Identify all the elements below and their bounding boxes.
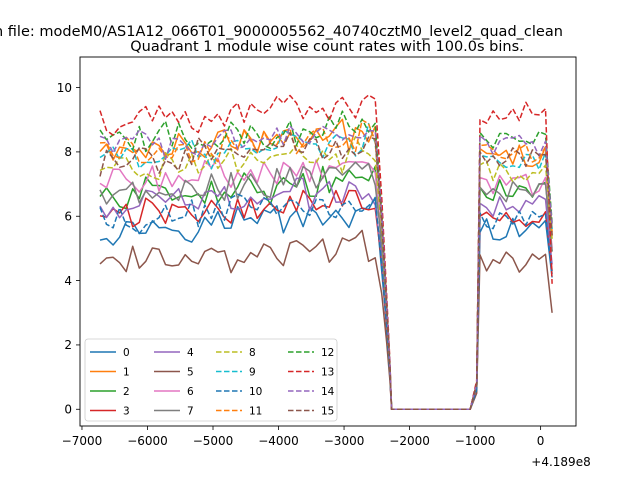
axes-frame [79, 56, 577, 427]
y-axis: 0 2 4 6 8 10 [57, 81, 80, 417]
y-tick-label: 4 [64, 274, 72, 288]
legend-label-2: 2 [123, 386, 130, 398]
legend-label-13: 13 [321, 366, 334, 378]
legend-label-11: 11 [249, 405, 262, 417]
legend-label-7: 7 [187, 405, 194, 417]
x-tick-label: −5000 [193, 434, 234, 448]
y-tick-label: 8 [64, 145, 72, 159]
figure-suptitle: n file: modeM0/AS1A12_066T01_9000005562_… [0, 24, 563, 40]
series-line-12 [99, 110, 553, 411]
legend-label-9: 9 [249, 366, 256, 378]
y-tick-label: 6 [64, 210, 72, 224]
legend-label-14: 14 [321, 386, 335, 398]
y-tick-label: 0 [64, 403, 72, 417]
legend-label-12: 12 [321, 347, 334, 359]
x-tick-label: −6000 [127, 434, 168, 448]
legend-label-15: 15 [321, 405, 334, 417]
x-tick-label: −3000 [324, 434, 365, 448]
series-line-15 [99, 131, 553, 411]
series-lines [99, 94, 553, 411]
legend-label-8: 8 [249, 347, 256, 359]
x-tick-label: −7000 [62, 434, 103, 448]
x-tick-label: −4000 [258, 434, 299, 448]
legend-label-10: 10 [249, 386, 262, 398]
legend-label-4: 4 [187, 347, 194, 359]
x-tick-label: 0 [537, 434, 545, 448]
y-tick-label: 2 [64, 338, 72, 352]
x-offset-label: +4.189e8 [531, 455, 590, 469]
legend-box [84, 338, 338, 422]
x-tick-label: −1000 [455, 434, 496, 448]
legend-label-5: 5 [187, 366, 194, 378]
y-tick-label: 10 [57, 81, 72, 95]
legend-label-0: 0 [123, 347, 130, 359]
x-tick-label: −2000 [389, 434, 430, 448]
legend-label-6: 6 [187, 386, 194, 398]
series-line-9 [99, 122, 553, 411]
x-axis: −7000 −6000 −5000 −4000 −3000 −2000 −1000 0 [62, 426, 545, 448]
legend-label-3: 3 [123, 405, 130, 417]
chart-title: Quadrant 1 module wise count rates with … [130, 39, 524, 55]
legend-label-1: 1 [123, 366, 130, 378]
